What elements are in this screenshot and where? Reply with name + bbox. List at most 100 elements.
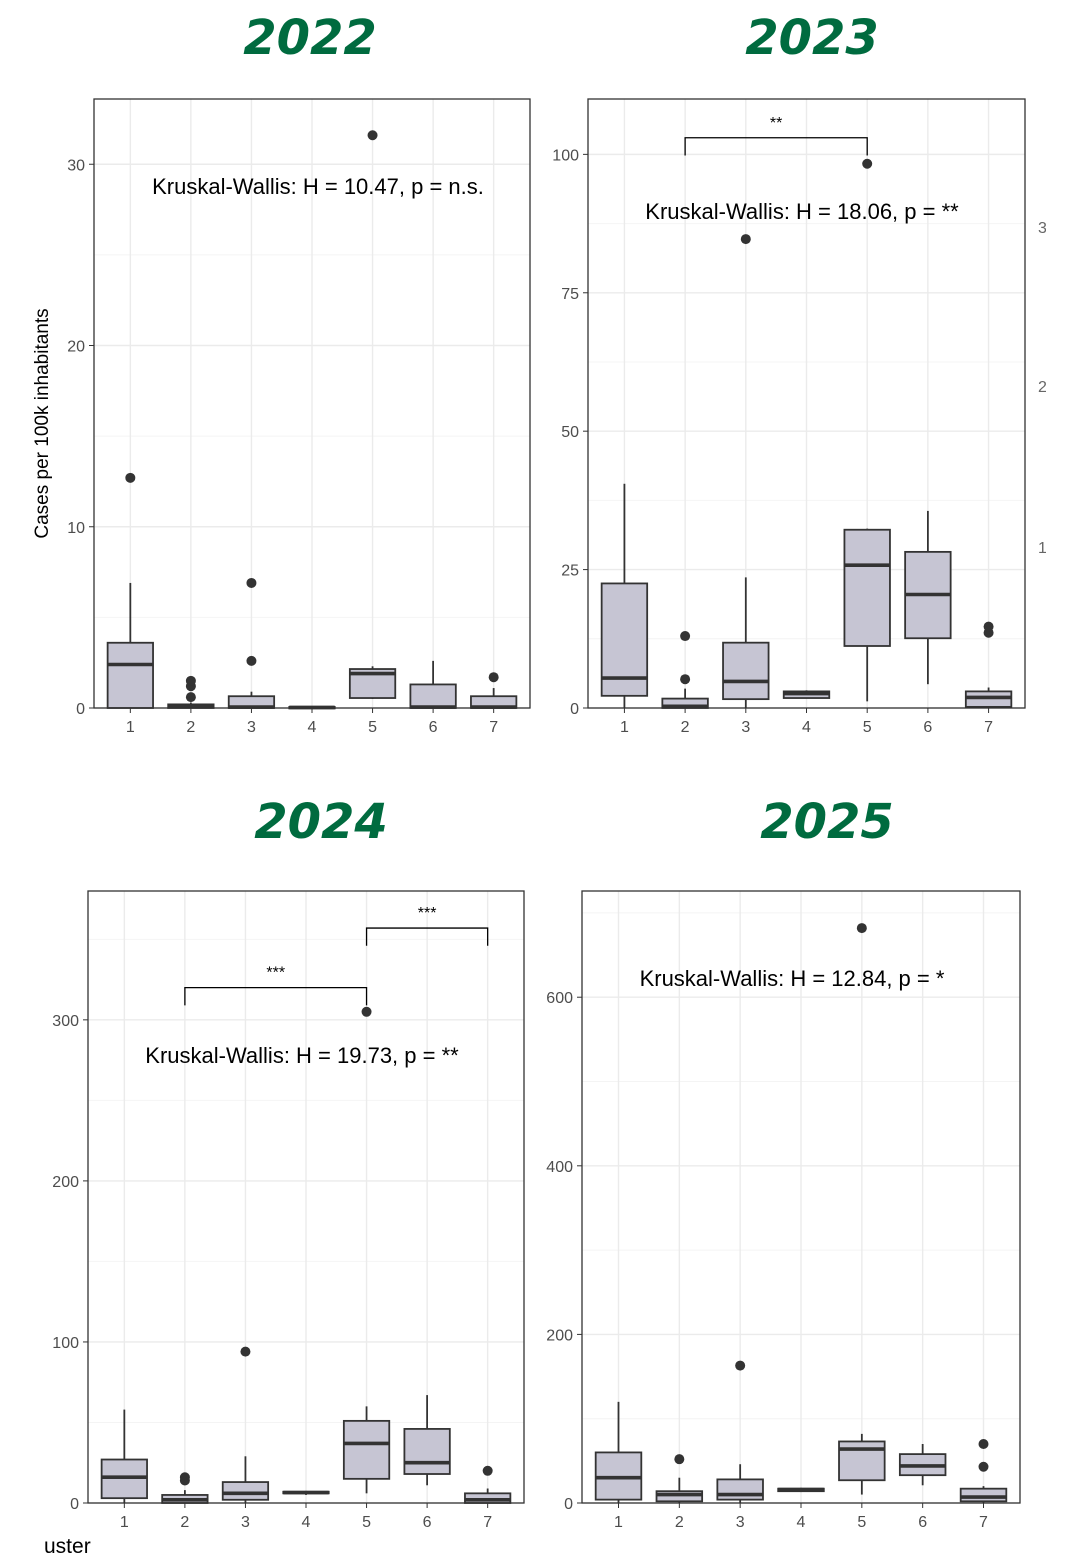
x-tick-label: 7 bbox=[489, 719, 498, 736]
outlier-point bbox=[856, 923, 867, 934]
outlier-point bbox=[125, 472, 136, 483]
box-iqr bbox=[843, 528, 891, 647]
x-tick-label: 4 bbox=[308, 719, 317, 736]
outlier-point bbox=[367, 130, 378, 141]
x-tick-label: 2 bbox=[186, 719, 195, 736]
y-tick-label: 200 bbox=[546, 1327, 573, 1344]
x-tick-label: 7 bbox=[984, 719, 993, 736]
box-iqr bbox=[716, 1478, 764, 1501]
outlier-point bbox=[862, 158, 873, 169]
box-iqr bbox=[959, 1487, 1008, 1503]
x-tick-label: 5 bbox=[863, 719, 872, 736]
significance-bracket bbox=[365, 927, 489, 946]
y-axis-title: Cases per 100k inhabitants bbox=[32, 308, 53, 538]
y-tick-label: 200 bbox=[52, 1174, 79, 1191]
y-tick-label: 75 bbox=[561, 286, 579, 303]
significance-label: *** bbox=[266, 965, 285, 982]
panel-border bbox=[93, 98, 531, 709]
outlier-point bbox=[674, 1454, 685, 1465]
y-tick-label: 20 bbox=[67, 339, 85, 356]
x-tick-label: 7 bbox=[483, 1514, 492, 1531]
significance-bracket bbox=[184, 986, 368, 1006]
box-iqr bbox=[221, 1481, 270, 1501]
panel-title-2025: 2025 bbox=[760, 794, 894, 850]
box-iqr bbox=[409, 683, 457, 709]
outlier-point bbox=[488, 672, 499, 683]
kruskal-wallis-annotation: Kruskal-Wallis: H = 18.06, p = ** bbox=[645, 199, 959, 224]
x-tick-label: 1 bbox=[126, 719, 135, 736]
x-tick-label: 7 bbox=[979, 1514, 988, 1531]
cropped-tick-fragment-2: 2 bbox=[1038, 379, 1046, 396]
outlier-point bbox=[361, 1006, 372, 1017]
y-tick-label: 100 bbox=[552, 147, 579, 164]
panel-title-2024: 2024 bbox=[254, 794, 388, 850]
x-tick-label: 3 bbox=[241, 1514, 250, 1531]
x-tick-label: 3 bbox=[741, 719, 750, 736]
y-tick-label: 0 bbox=[70, 1496, 79, 1513]
outlier-point bbox=[482, 1465, 493, 1476]
boxplot-2022: 0 10 20 30 1 2 3 4 5 6 7 Kruskal-Wallis: H = 10.47,… bbox=[32, 98, 531, 736]
y-tick-label: 600 bbox=[546, 990, 573, 1007]
outlier-point bbox=[185, 675, 196, 686]
y-tick-label: 30 bbox=[67, 157, 85, 174]
panel-title-2023: 2023 bbox=[745, 10, 879, 66]
x-tick-label: 1 bbox=[120, 1514, 129, 1531]
x-tick-label: 6 bbox=[918, 1514, 927, 1531]
panel-border bbox=[587, 98, 1026, 709]
cropped-x-axis-label: uster bbox=[44, 1535, 91, 1558]
cropped-tick-fragment-3: 3 bbox=[1038, 220, 1046, 237]
x-tick-label: 5 bbox=[362, 1514, 371, 1531]
significance-bracket bbox=[684, 137, 868, 156]
kruskal-wallis-annotation: Kruskal-Wallis: H = 10.47, p = n.s. bbox=[152, 174, 484, 199]
outlier-point bbox=[246, 655, 257, 666]
panel-title-2022: 2022 bbox=[243, 10, 377, 66]
x-tick-label: 2 bbox=[180, 1514, 189, 1531]
x-tick-label: 4 bbox=[302, 1514, 311, 1531]
x-tick-label: 6 bbox=[923, 719, 932, 736]
y-tick-label: 0 bbox=[564, 1496, 573, 1513]
x-tick-label: 2 bbox=[681, 719, 690, 736]
outlier-point bbox=[240, 1346, 251, 1357]
outlier-point bbox=[978, 1438, 989, 1449]
box-iqr bbox=[403, 1428, 451, 1475]
outlier-point bbox=[179, 1472, 190, 1483]
outlier-point bbox=[246, 577, 257, 588]
y-tick-label: 25 bbox=[561, 563, 579, 580]
y-tick-label: 0 bbox=[570, 701, 579, 718]
y-tick-label: 300 bbox=[52, 1013, 79, 1030]
x-tick-label: 2 bbox=[675, 1514, 684, 1531]
outlier-point bbox=[735, 1360, 746, 1371]
x-tick-label: 5 bbox=[857, 1514, 866, 1531]
significance-label: ** bbox=[770, 115, 782, 132]
y-tick-label: 50 bbox=[561, 424, 579, 441]
box-iqr bbox=[342, 1419, 391, 1480]
x-tick-label: 3 bbox=[736, 1514, 745, 1531]
y-tick-label: 10 bbox=[67, 520, 85, 537]
cropped-tick-fragment-1: 1 bbox=[1038, 540, 1046, 557]
x-tick-label: 5 bbox=[368, 719, 377, 736]
panel-border bbox=[87, 890, 525, 1504]
kruskal-wallis-annotation: Kruskal-Wallis: H = 19.73, p = ** bbox=[145, 1043, 459, 1068]
outlier-point bbox=[185, 692, 196, 703]
outlier-point bbox=[983, 621, 994, 632]
y-tick-label: 100 bbox=[52, 1335, 79, 1352]
outlier-point bbox=[680, 674, 691, 685]
y-tick-label: 400 bbox=[546, 1159, 573, 1176]
x-tick-label: 4 bbox=[802, 719, 811, 736]
significance-label: *** bbox=[418, 905, 437, 922]
boxplot-2023: 0 25 50 75 100 1 2 3 4 5 6 7 ** Kruskal-Wallis: H = 1… bbox=[552, 98, 1026, 736]
x-tick-label: 6 bbox=[423, 1514, 432, 1531]
x-tick-label: 1 bbox=[620, 719, 629, 736]
x-tick-label: 1 bbox=[614, 1514, 623, 1531]
x-tick-label: 6 bbox=[429, 719, 438, 736]
panel-border bbox=[581, 890, 1021, 1504]
outlier-point bbox=[740, 234, 751, 245]
outlier-point bbox=[978, 1461, 989, 1472]
kruskal-wallis-annotation: Kruskal-Wallis: H = 12.84, p = * bbox=[640, 966, 945, 991]
y-tick-label: 0 bbox=[76, 701, 85, 718]
x-tick-label: 3 bbox=[247, 719, 256, 736]
boxplot-2025: 0 200 400 600 1 2 3 4 5 6 7 Kruskal-Wallis: H = 12.… bbox=[546, 890, 1021, 1531]
outlier-point bbox=[680, 631, 691, 642]
box-iqr bbox=[722, 641, 770, 701]
x-tick-label: 4 bbox=[797, 1514, 806, 1531]
